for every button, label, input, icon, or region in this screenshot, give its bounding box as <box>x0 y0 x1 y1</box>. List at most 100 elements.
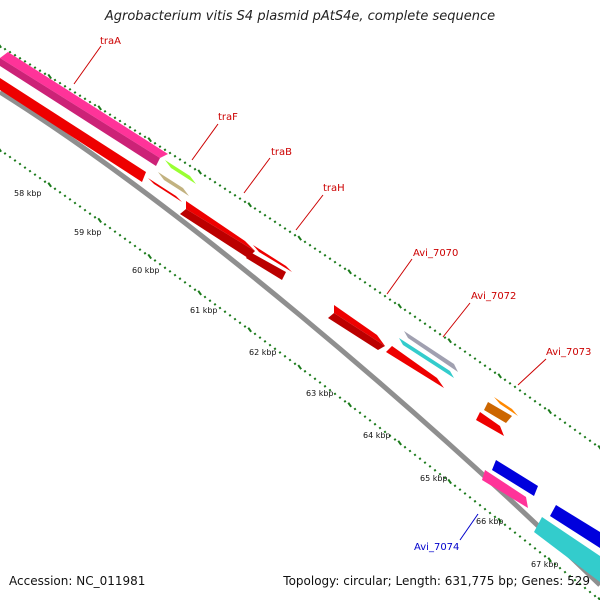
kbp-label: 61 kbp <box>190 306 218 315</box>
cyan-feature[interactable] <box>534 517 600 582</box>
minor-tick <box>18 162 22 166</box>
minor-tick <box>8 50 12 54</box>
minor-tick <box>373 422 377 426</box>
Avi_7073-feature[interactable] <box>476 397 518 436</box>
minor-tick <box>368 419 372 422</box>
minor-tick <box>3 152 7 155</box>
minor-tick <box>233 193 237 197</box>
minor-tick <box>93 103 97 107</box>
minor-tick <box>183 281 187 284</box>
minor-tick <box>408 311 412 315</box>
backbone-line <box>0 89 600 587</box>
minor-tick <box>168 151 172 155</box>
major-tick <box>197 169 202 175</box>
minor-tick <box>468 353 472 357</box>
accession-text: Accession: NC_011981 <box>9 574 146 588</box>
minor-tick <box>153 259 157 262</box>
minor-tick <box>533 399 537 403</box>
traF-feature[interactable] <box>158 160 196 196</box>
minor-tick <box>573 578 577 582</box>
minor-tick <box>418 318 422 322</box>
kbp-label: 59 kbp <box>74 228 102 237</box>
Avi_7074-feature[interactable] <box>482 460 538 508</box>
minor-tick <box>308 373 312 377</box>
minor-tick <box>488 511 492 515</box>
minor-tick <box>433 329 437 333</box>
gene-label-traF[interactable]: traF <box>218 112 238 123</box>
minor-tick <box>323 384 327 388</box>
minor-tick <box>78 205 82 208</box>
minor-tick <box>188 164 192 168</box>
minor-tick <box>78 94 82 98</box>
major-tick <box>197 290 202 296</box>
minor-tick <box>43 72 47 76</box>
minor-tick <box>368 284 372 288</box>
minor-tick <box>238 197 242 200</box>
minor-tick <box>273 220 277 224</box>
minor-tick <box>518 389 522 392</box>
Avi_7072-feature[interactable] <box>399 331 458 378</box>
minor-tick <box>523 392 527 396</box>
minor-tick <box>418 457 422 461</box>
minor-tick <box>478 503 482 507</box>
minor-tick <box>218 184 222 187</box>
minor-tick <box>458 488 462 491</box>
Avi_7070-feature[interactable] <box>328 305 444 388</box>
minor-tick <box>513 531 517 534</box>
major-tick <box>97 105 102 111</box>
minor-tick <box>128 241 132 244</box>
gene-label-traH[interactable]: traH <box>323 183 345 194</box>
minor-tick <box>28 169 32 173</box>
gene-label-traA[interactable]: traA <box>100 36 121 47</box>
minor-tick <box>243 325 247 328</box>
major-tick <box>497 517 502 524</box>
traH-feature[interactable] <box>246 245 292 280</box>
minor-tick <box>118 119 122 123</box>
traA-feature[interactable] <box>0 52 168 166</box>
minor-tick <box>588 590 592 594</box>
minor-tick <box>293 233 297 237</box>
gene-label-Avi_7070[interactable]: Avi_7070 <box>413 248 458 259</box>
minor-tick <box>473 499 477 503</box>
minor-tick <box>438 332 442 336</box>
minor-tick <box>528 396 532 399</box>
major-tick <box>397 440 402 446</box>
minor-tick <box>423 461 427 464</box>
minor-tick <box>173 273 177 277</box>
minor-tick <box>243 200 247 204</box>
gene-label-Avi_7072[interactable]: Avi_7072 <box>471 291 516 302</box>
minor-tick <box>513 385 517 389</box>
minor-tick <box>333 392 337 396</box>
minor-tick <box>323 253 327 257</box>
minor-tick <box>558 417 562 421</box>
minor-tick <box>403 308 407 312</box>
minor-tick <box>553 414 557 417</box>
minor-tick <box>133 129 137 132</box>
major-tick <box>347 402 352 408</box>
gene-label-Avi_7073[interactable]: Avi_7073 <box>546 347 591 358</box>
minor-tick <box>443 336 447 339</box>
gene-label-Avi_7074[interactable]: Avi_7074 <box>414 542 459 553</box>
gene-label-traB[interactable]: traB <box>271 147 292 158</box>
Avi_7074-connector <box>459 513 479 541</box>
minor-tick <box>178 158 182 161</box>
minor-tick <box>208 177 212 181</box>
minor-tick <box>568 424 572 428</box>
minor-tick <box>138 248 142 251</box>
minor-tick <box>383 294 387 298</box>
minor-tick <box>533 547 537 550</box>
minor-tick <box>378 426 382 430</box>
traA-red-feature[interactable] <box>0 78 182 202</box>
minor-tick <box>378 291 382 295</box>
traB-feature[interactable] <box>180 201 255 258</box>
minor-tick <box>33 66 37 69</box>
kbp-label: 67 kbp <box>531 560 559 569</box>
major-tick <box>547 408 552 415</box>
major-tick <box>547 557 552 563</box>
minor-tick <box>353 274 357 277</box>
major-tick <box>0 146 2 153</box>
minor-tick <box>63 84 67 88</box>
kbp-label: 66 kbp <box>476 517 504 526</box>
blue-feature[interactable] <box>550 505 600 548</box>
